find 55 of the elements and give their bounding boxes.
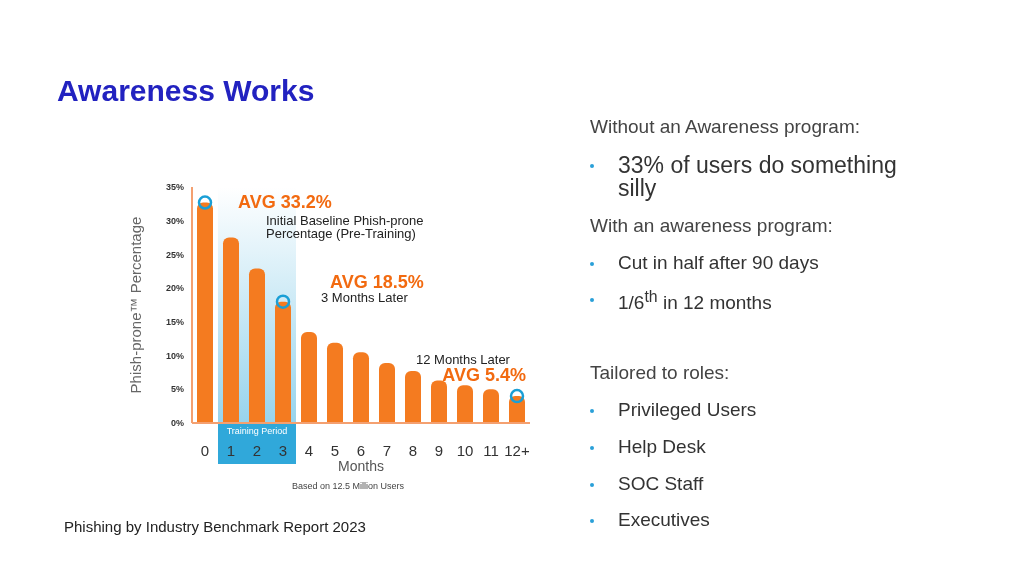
x-tick-label: 11 (483, 441, 499, 459)
x-tick-label: 5 (330, 441, 340, 459)
x-tick-label: 10 (456, 441, 474, 459)
band-label: Training Period (226, 426, 288, 436)
x-axis-title: Months (338, 458, 384, 474)
y-tick-label: 10% (165, 350, 184, 361)
bar (457, 385, 473, 423)
annotation: 12 Months Later (416, 352, 510, 367)
bar (431, 380, 447, 423)
y-tick-label: 20% (165, 283, 184, 294)
text: 1/6$^{th}$ in 12 months (618, 288, 772, 314)
x-tick-label: 2 (252, 441, 262, 459)
text: With an awareness program: (590, 215, 833, 236)
bar (353, 352, 369, 423)
text: Tailored to roles: (590, 362, 730, 383)
bar (379, 362, 395, 423)
annotation: AVG 5.4% (442, 364, 526, 385)
bar (327, 342, 343, 423)
x-tick-label: 9 (434, 441, 444, 459)
text: SOC Staff (618, 473, 704, 494)
text: Phishing by Industry Benchmark Report 2023 (64, 518, 366, 535)
y-tick-label: 25% (165, 249, 184, 260)
x-tick-label: 4 (304, 441, 314, 459)
bar (249, 268, 265, 423)
chart-title: Awareness Works (57, 74, 315, 108)
y-tick-label: 15% (165, 317, 184, 328)
x-tick-label: 1 (226, 441, 236, 459)
bar (275, 301, 291, 423)
x-tick-label: 8 (408, 441, 418, 459)
x-tick-label: 3 (278, 441, 288, 459)
bar (301, 331, 317, 423)
annotation: AVG 33.2% (238, 192, 332, 213)
y-tick-label: 5% (170, 384, 184, 395)
bar (405, 371, 421, 423)
y-tick-label: 30% (165, 215, 184, 226)
annotation: AVG 18.5% (330, 272, 424, 293)
text: Without an Awareness program: (590, 116, 861, 137)
y-axis-title: Phish-prone™ Percentage (127, 216, 145, 394)
text: Privileged Users (618, 399, 757, 420)
annotation: 3 Months Later (321, 290, 408, 305)
annotation: Initial Baseline Phish-prone Percentage (Pre-Training) (266, 213, 424, 241)
text: Executives (618, 509, 710, 530)
x-tick-label: 7 (382, 441, 392, 459)
text: Cut in half after 90 days (618, 252, 819, 273)
x-tick-label: 6 (356, 441, 366, 459)
x-tick-label: 0 (200, 441, 210, 459)
x-tick-label: 12+ (504, 441, 530, 459)
bar (483, 389, 499, 423)
y-tick-label: 0% (170, 418, 184, 429)
text: Based on 12.5 Million Users (292, 481, 405, 491)
bar (223, 237, 239, 423)
text: Help Desk (618, 436, 706, 457)
bar (197, 202, 213, 423)
text: 33% of users do something silly (618, 152, 898, 201)
y-tick-label: 35% (165, 182, 184, 193)
